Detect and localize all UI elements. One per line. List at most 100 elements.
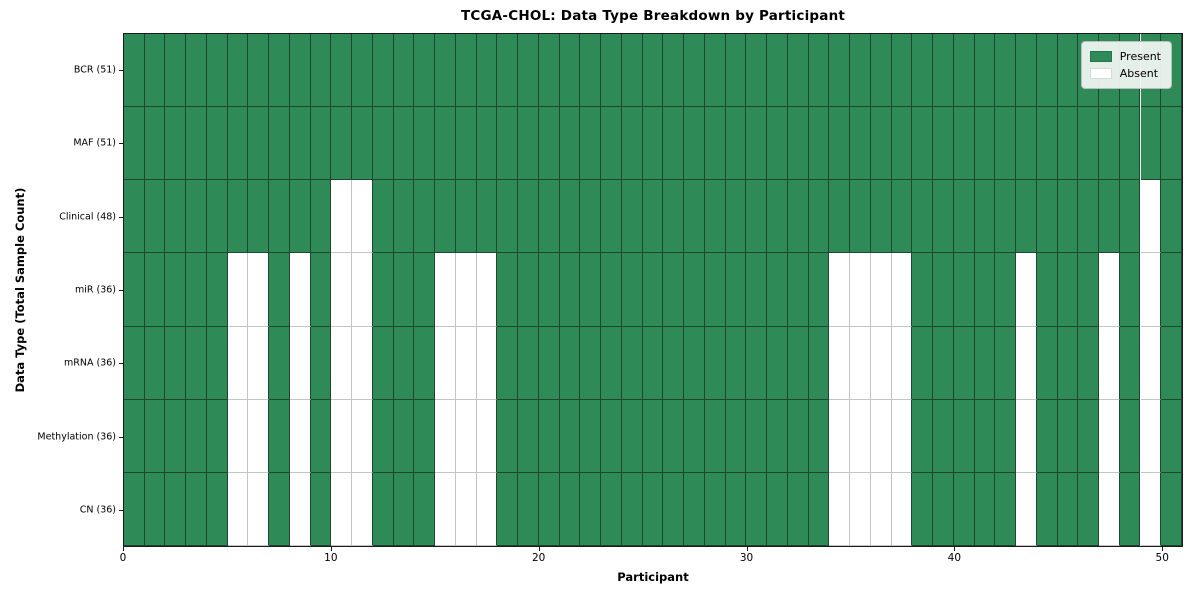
cell-mRNA-p24-present — [621, 326, 643, 400]
cell-BCR-p29-present — [725, 34, 747, 108]
cell-Clinical-p12-present — [372, 180, 394, 254]
cell-CN-p44-present — [1036, 472, 1058, 546]
cell-mRNA-p37-absent — [891, 326, 913, 400]
cell-Clinical-p44-present — [1036, 180, 1058, 254]
cell-miR-p36-absent — [870, 253, 892, 327]
cell-miR-p10-absent — [331, 253, 353, 327]
cell-Methylation-p42-present — [995, 399, 1017, 473]
cell-BCR-p10-present — [331, 34, 353, 108]
x-tick-label-30: 30 — [739, 552, 754, 564]
cell-Methylation-p34-absent — [829, 399, 851, 473]
cell-Methylation-p20-present — [538, 399, 560, 473]
cell-CN-p32-present — [787, 472, 809, 546]
cell-miR-p44-present — [1036, 253, 1058, 327]
cell-Clinical-p4-present — [206, 180, 228, 254]
cell-Methylation-p14-present — [414, 399, 436, 473]
cell-BCR-p2-present — [165, 34, 187, 108]
cell-CN-p15-absent — [435, 472, 456, 546]
cell-BCR-p20-present — [538, 34, 560, 108]
cell-mRNA-p49-absent — [1140, 326, 1162, 400]
cell-mRNA-p23-present — [601, 326, 622, 400]
cell-Methylation-p43-absent — [1016, 399, 1037, 473]
cell-Clinical-p43-present — [1016, 180, 1037, 254]
cell-CN-p1-present — [144, 472, 166, 546]
cell-BCR-p39-present — [933, 34, 954, 108]
cell-Clinical-p13-present — [393, 180, 415, 254]
cell-Methylation-p12-present — [372, 399, 394, 473]
cell-BCR-p0-present — [124, 34, 145, 108]
cell-CN-p21-present — [559, 472, 581, 546]
cell-BCR-p43-present — [1016, 34, 1037, 108]
cell-MAF-p24-present — [621, 107, 643, 181]
cell-CN-p40-present — [953, 472, 975, 546]
legend-item-present: Present — [1089, 48, 1161, 65]
cell-miR-p45-present — [1057, 253, 1079, 327]
cell-miR-p18-present — [497, 253, 519, 327]
cell-Clinical-p31-present — [767, 180, 788, 254]
y-tick-mark — [119, 290, 123, 291]
cell-miR-p34-absent — [829, 253, 851, 327]
cell-Clinical-p25-present — [642, 180, 664, 254]
cell-MAF-p41-present — [974, 107, 996, 181]
cell-mRNA-p42-present — [995, 326, 1017, 400]
cell-Methylation-p4-present — [206, 399, 228, 473]
cell-BCR-p18-present — [497, 34, 519, 108]
cell-Methylation-p2-present — [165, 399, 187, 473]
cell-CN-p29-present — [725, 472, 747, 546]
x-tick-mark — [123, 547, 124, 551]
cell-miR-p11-absent — [352, 253, 373, 327]
cell-BCR-p13-present — [393, 34, 415, 108]
cell-miR-p24-present — [621, 253, 643, 327]
cell-CN-p33-present — [808, 472, 830, 546]
cell-MAF-p26-present — [663, 107, 685, 181]
y-tick-mark — [119, 436, 123, 438]
cell-miR-p6-absent — [248, 253, 270, 327]
cell-Methylation-p13-present — [393, 399, 415, 473]
cell-mRNA-p3-present — [186, 326, 207, 400]
plot-area: Present Absent — [123, 33, 1183, 547]
cell-Methylation-p5-absent — [227, 399, 249, 473]
y-tick-label-BCR: BCR (51) — [73, 64, 116, 76]
cell-MAF-p16-present — [455, 107, 477, 181]
cell-Methylation-p16-absent — [455, 399, 477, 473]
cell-miR-p1-present — [144, 253, 166, 327]
cell-MAF-p30-present — [746, 107, 768, 181]
cell-BCR-p25-present — [642, 34, 664, 108]
cell-CN-p22-present — [580, 472, 602, 546]
y-tick-mark — [119, 363, 123, 365]
cell-BCR-p36-present — [870, 34, 892, 108]
cell-MAF-p6-present — [248, 107, 270, 181]
cell-mRNA-p4-present — [206, 326, 228, 400]
cell-MAF-p27-present — [684, 107, 705, 181]
cell-Clinical-p42-present — [995, 180, 1017, 254]
cell-Methylation-p29-present — [725, 399, 747, 473]
cell-mRNA-p39-present — [933, 326, 954, 400]
cell-BCR-p6-present — [248, 34, 270, 108]
cell-Methylation-p41-present — [974, 399, 996, 473]
cell-CN-p2-present — [165, 472, 187, 546]
cell-Clinical-p34-present — [829, 180, 851, 254]
cell-CN-p48-present — [1119, 472, 1141, 546]
x-tick-mark — [746, 547, 748, 551]
cell-mRNA-p7-present — [269, 326, 290, 400]
cell-mRNA-p38-present — [912, 326, 934, 400]
cell-BCR-p33-present — [808, 34, 830, 108]
cell-Methylation-p27-present — [684, 399, 705, 473]
cell-CN-p31-present — [767, 472, 788, 546]
cell-MAF-p21-present — [559, 107, 581, 181]
cell-MAF-p22-present — [580, 107, 602, 181]
y-tick-mark — [119, 216, 123, 218]
cell-miR-p37-absent — [891, 253, 913, 327]
cell-mRNA-p17-absent — [476, 326, 498, 400]
cell-Clinical-p35-present — [850, 180, 871, 254]
cell-Methylation-p37-absent — [891, 399, 913, 473]
absent-swatch-icon — [1089, 68, 1112, 79]
cell-Methylation-p36-absent — [870, 399, 892, 473]
cell-CN-p8-absent — [289, 472, 311, 546]
cell-miR-p50-present — [1161, 253, 1182, 327]
cell-MAF-p29-present — [725, 107, 747, 181]
cell-BCR-p35-present — [850, 34, 871, 108]
cell-miR-p5-absent — [227, 253, 249, 327]
cell-miR-p30-present — [746, 253, 768, 327]
cell-miR-p0-present — [124, 253, 145, 327]
